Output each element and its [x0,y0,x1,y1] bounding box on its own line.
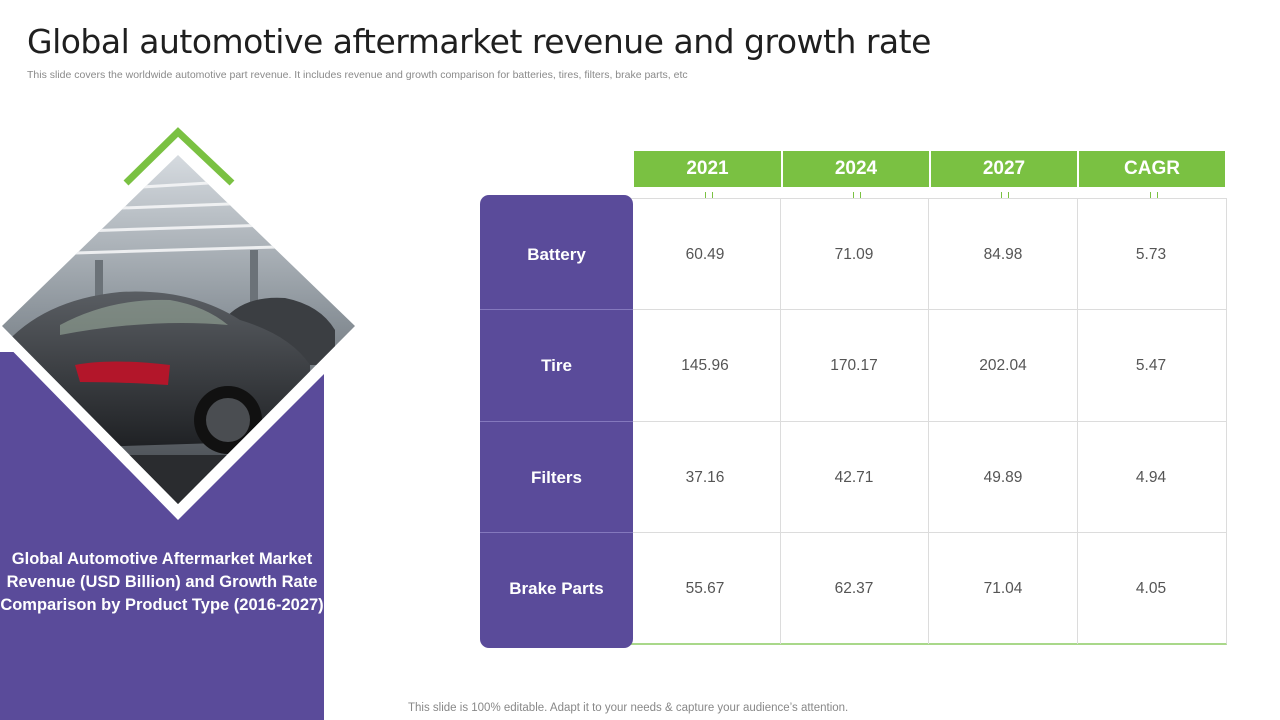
table-cell: 4.94 [1135,468,1167,486]
table-cell: 62.37 [834,579,874,597]
row-divider [631,309,1227,310]
slide-subtitle: This slide covers the worldwide automoti… [27,69,688,81]
panel-caption: Global Automotive Aftermarket Market Rev… [0,550,324,614]
row-label-divider [480,532,633,533]
slide-title: Global automotive aftermarket revenue an… [27,22,931,61]
table-cell: 71.09 [834,245,874,263]
row-label-battery: Battery [527,244,586,264]
table-cell: 4.05 [1135,579,1167,597]
row-divider [631,421,1227,422]
car-photo-icon [0,127,372,520]
table-cell: 37.16 [685,468,725,486]
row-label-tire: Tire [541,355,572,375]
row-label-divider [480,421,633,422]
table-cell: 5.47 [1135,356,1167,374]
row-label-divider [480,309,633,310]
column-header-2024: 2024 [783,151,929,187]
slide-footer: This slide is 100% editable. Adapt it to… [408,702,849,714]
column-header-cagr: CAGR [1079,151,1225,187]
row-label-filters: Filters [530,467,583,487]
table-cell: 5.73 [1135,245,1167,263]
table-cell: 55.67 [685,579,725,597]
table-cell: 42.71 [834,468,874,486]
column-header-2027: 2027 [931,151,1077,187]
table-cell: 60.49 [685,245,725,263]
table-cell: 202.04 [979,356,1027,374]
row-label-brake-parts: Brake Parts [509,578,604,598]
row-divider [631,532,1227,533]
table-cell: 71.04 [983,579,1023,597]
table-cell: 170.17 [830,356,878,374]
table-cell: 145.96 [681,356,729,374]
table-cell: 49.89 [983,468,1023,486]
table-cell: 84.98 [983,245,1023,263]
green-chevron [123,127,235,186]
column-header-2021: 2021 [634,151,781,187]
